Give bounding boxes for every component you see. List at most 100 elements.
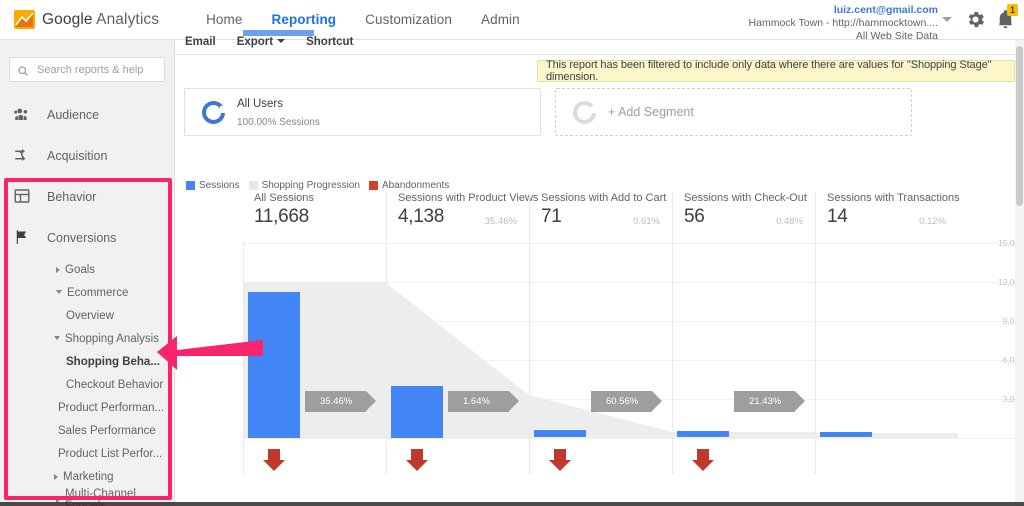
sidebar-item-ecommerce[interactable]: Ecommerce <box>0 281 174 304</box>
sidebar-item-marketing[interactable]: Marketing <box>0 465 174 488</box>
sidebar-item-label: Goals <box>65 263 96 276</box>
nav-admin[interactable]: Admin <box>481 12 520 27</box>
nav-home[interactable]: Home <box>206 12 243 27</box>
stage-percent: 0.12% <box>919 216 946 227</box>
stage-name: Sessions with Add to Cart <box>541 192 667 204</box>
stage-card-check-out: Sessions with Check-Out 56 0.48% <box>672 192 815 248</box>
vertical-scrollbar-thumb[interactable] <box>1016 46 1023 206</box>
chevron-right-icon <box>54 473 58 480</box>
sidebar-item-label: Shopping Analysis <box>65 332 159 345</box>
sidebar-item-label: Shopping Beha... <box>66 355 160 368</box>
column-separator <box>815 243 816 473</box>
brand-google: Google <box>42 10 93 28</box>
sidebar-item-label: Audience <box>47 107 100 122</box>
sidebar-item-label: Acquisition <box>47 148 108 163</box>
stage-value: 14 <box>827 206 848 227</box>
sidebar-item-sales-performance[interactable]: Sales Performance <box>0 419 174 442</box>
chart-legend: Sessions Shopping Progression Abandonmen… <box>186 180 449 191</box>
chevron-down-icon <box>54 335 60 343</box>
sidebar-item-overview[interactable]: Overview <box>0 304 174 327</box>
account-email: luiz.cent@gmail.com <box>833 4 938 16</box>
sidebar-item-shopping-behavior[interactable]: Shopping Beha... <box>0 350 174 373</box>
acquisition-icon <box>12 146 34 166</box>
account-view: All Web Site Data <box>855 30 938 43</box>
filter-notice: This report has been filtered to include… <box>537 59 1015 83</box>
sidebar-item-product-performance[interactable]: Product Performan... <box>0 396 174 419</box>
stage-percent: 0.61% <box>633 216 660 227</box>
bar-sessions-add-to-cart[interactable] <box>534 429 586 438</box>
shopping-behavior-funnel-chart: 15,000 12,000 9,000 6,000 3,000 0 <box>175 165 1024 506</box>
abandonment-arrow-icon <box>690 447 716 473</box>
y-axis-tick: 12,000 <box>998 277 1024 287</box>
dropoff-label: 35.46% <box>320 396 353 407</box>
y-axis-tick: 9,000 <box>1002 316 1024 326</box>
chevron-down-icon <box>277 39 286 43</box>
gridline <box>243 282 1024 283</box>
legend-item-shopping-progression: Shopping Progression <box>248 180 360 191</box>
text-selection-highlight <box>243 30 314 36</box>
bar-all-sessions[interactable] <box>248 292 300 438</box>
bar-sessions-product-views[interactable] <box>391 386 443 438</box>
report-toolbar: Email Export Shortcut <box>175 30 1024 54</box>
legend-label: Abandonments <box>381 180 450 191</box>
bar-sessions-check-out[interactable] <box>677 430 729 438</box>
dropoff-label: 60.56% <box>606 396 639 407</box>
sidebar-item-audience[interactable]: Audience <box>0 94 174 135</box>
export-label: Export <box>236 36 274 48</box>
annotation-arrow-icon <box>155 330 265 379</box>
column-separator <box>672 243 673 473</box>
sidebar-item-behavior[interactable]: Behavior <box>0 176 174 217</box>
stage-value: 56 <box>684 206 705 227</box>
gridline <box>243 243 1024 244</box>
add-segment-button[interactable]: + Add Segment <box>555 88 912 136</box>
segment-subtitle: 100.00% Sessions <box>237 117 320 129</box>
stage-value: 71 <box>541 206 562 227</box>
legend-swatch <box>186 181 195 190</box>
brand: Google Analytics <box>14 9 159 30</box>
y-axis-tick: 3,000 <box>1002 394 1024 404</box>
stage-card-product-views: Sessions with Product Views 4,138 35.46% <box>386 192 539 248</box>
sidebar-item-acquisition[interactable]: Acquisition <box>0 135 174 176</box>
stage-value: 4,138 <box>398 206 445 227</box>
account-selector[interactable]: luiz.cent@gmail.com Hammock Town - http:… <box>749 4 938 43</box>
search-reports-box[interactable] <box>9 57 165 82</box>
nav-reporting[interactable]: Reporting <box>271 12 337 27</box>
sidebar-item-label: Checkout Behavior <box>66 378 164 391</box>
legend-item-abandonments: Abandonments <box>368 180 450 191</box>
stage-card-all-sessions: All Sessions 11,668 <box>243 192 386 248</box>
abandonment-arrow-icon <box>404 447 430 473</box>
brand-text: Google Analytics <box>42 11 159 29</box>
sidebar-item-goals[interactable]: Goals <box>0 258 174 281</box>
gear-icon[interactable] <box>965 9 986 30</box>
nav-customization[interactable]: Customization <box>365 12 452 27</box>
legend-label: Shopping Progression <box>261 180 360 191</box>
y-axis-tick: 6,000 <box>1002 355 1024 365</box>
segment-all-users[interactable]: All Users 100.00% Sessions <box>184 88 541 136</box>
export-button[interactable]: Export <box>236 36 286 48</box>
legend-swatch <box>248 181 258 190</box>
stage-name: Sessions with Product Views <box>398 192 539 204</box>
add-segment-label: + Add Segment <box>608 105 694 119</box>
stage-name: Sessions with Transactions <box>827 192 960 204</box>
chevron-right-icon <box>56 266 60 273</box>
sidebar-item-checkout-behavior[interactable]: Checkout Behavior <box>0 373 174 396</box>
sidebar-item-conversions[interactable]: Conversions <box>0 217 174 258</box>
left-sidebar: Audience Acquisition B <box>0 40 175 506</box>
email-button[interactable]: Email <box>185 36 216 48</box>
progression-band <box>672 432 815 438</box>
chevron-down-icon[interactable] <box>942 17 952 22</box>
sidebar-item-label: Marketing <box>63 470 114 483</box>
sidebar-item-label: Sales Performance <box>58 424 156 437</box>
search-input[interactable] <box>35 62 157 77</box>
analytics-logo-icon <box>14 9 35 30</box>
vertical-scrollbar-track[interactable] <box>1015 40 1024 506</box>
sidebar-item-product-list-performance[interactable]: Product List Perfor... <box>0 442 174 465</box>
bar-sessions-transactions[interactable] <box>820 431 872 438</box>
main-content: Email Export Shortcut This report has be… <box>175 30 1024 506</box>
legend-label: Sessions <box>199 180 240 191</box>
donut-icon <box>202 100 225 124</box>
y-axis-tick: 15,000 <box>998 238 1024 248</box>
shortcut-button[interactable]: Shortcut <box>306 36 354 48</box>
sidebar-item-shopping-analysis[interactable]: Shopping Analysis <box>0 327 174 350</box>
sidebar-item-label: Conversions <box>47 230 117 245</box>
